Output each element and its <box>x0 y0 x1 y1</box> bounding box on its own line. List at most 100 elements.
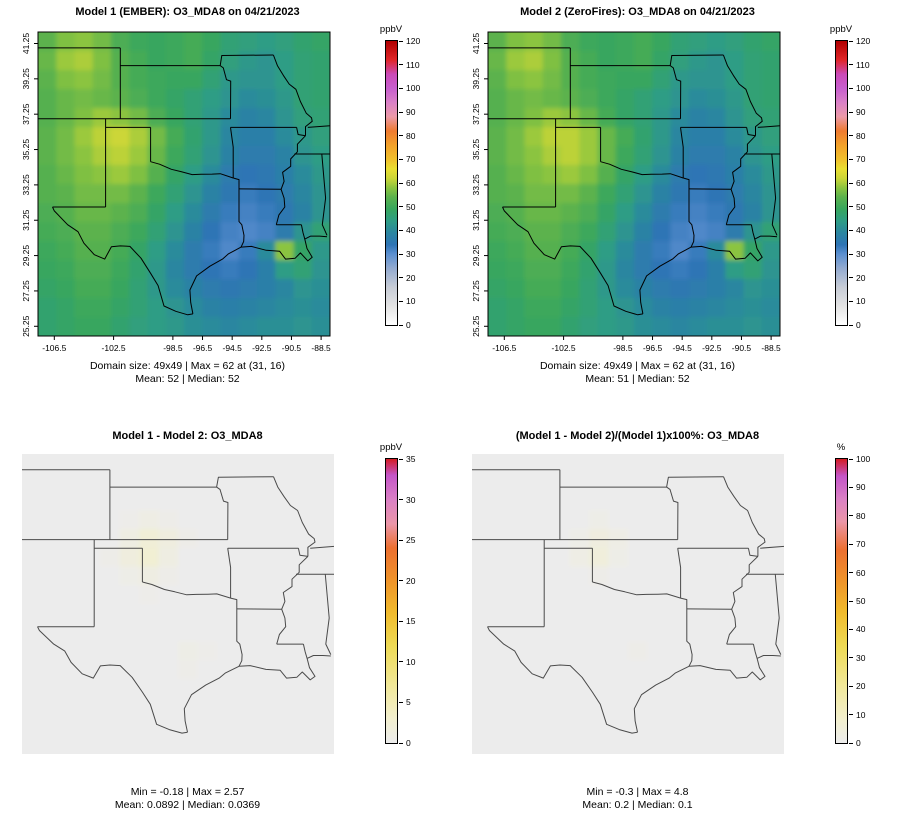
panel-model1: Model 1 (EMBER): O3_MDA8 on 04/21/2023 -… <box>0 0 450 420</box>
colorbar-tick <box>849 158 853 160</box>
colorbar-tick <box>849 628 853 630</box>
x-tick-label: -96.5 <box>643 343 663 353</box>
y-tick-label: 29.25 <box>471 245 481 267</box>
colorbar-tick <box>399 40 403 42</box>
colorbar-tick <box>399 701 403 703</box>
colorbar-tick-label: 50 <box>856 201 866 212</box>
colorbar-tick-label: 90 <box>406 107 416 117</box>
colorbar-tick <box>399 742 403 744</box>
colorbar-tick <box>849 685 853 687</box>
heatmap-difference <box>22 454 334 754</box>
colorbar-tick-label: 40 <box>856 624 866 635</box>
panel-title: (Model 1 - Model 2)/(Model 1)x100%: O3_M… <box>515 430 760 442</box>
colorbar-tick <box>399 182 403 184</box>
state-boundaries <box>472 469 784 734</box>
stats-line-2: Mean: 51 | Median: 52 <box>585 373 690 385</box>
colorbar-tick <box>399 87 403 89</box>
colorbar-tick <box>849 543 853 545</box>
colorbar-tick <box>399 580 403 582</box>
y-tick-label: 37.25 <box>471 103 481 125</box>
panel-title: Model 2 (ZeroFires): O3_MDA8 on 04/21/20… <box>520 6 755 18</box>
x-tick-label: -92.5 <box>702 343 722 353</box>
colorbar-tick <box>399 111 403 113</box>
colorbar-tick-label: 40 <box>406 225 416 236</box>
colorbar-unit-label: ppbV <box>379 24 403 35</box>
colorbar-tick <box>399 539 403 541</box>
colorbar-tick <box>849 206 853 208</box>
x-tick-label: -106.5 <box>42 343 66 353</box>
colorbar-tick <box>849 253 853 255</box>
colorbar: 0 10 20 30 40 50 60 70 80 90 100 110 120 <box>385 36 420 330</box>
colorbar-tick-label: 35 <box>406 454 416 464</box>
colorbar-tick-label: 50 <box>856 596 866 606</box>
x-tick-label: -94.5 <box>672 343 692 353</box>
colorbar-tick <box>849 657 853 659</box>
colorbar-tick-label: 60 <box>856 567 866 578</box>
colorbar-tick-label: 30 <box>856 249 866 259</box>
colorbar-tick-label: 40 <box>856 225 866 236</box>
colorbar-gradient <box>385 40 398 326</box>
colorbar-tick <box>399 64 403 66</box>
x-tick-label: -106.5 <box>492 343 516 353</box>
colorbar-tick-label: 80 <box>856 510 866 521</box>
colorbar-tick-label: 120 <box>406 36 421 46</box>
y-tick-label: 39.25 <box>21 68 31 90</box>
colorbar-tick-label: 120 <box>856 36 871 46</box>
colorbar-tick <box>849 135 853 137</box>
heatmap-cells <box>488 32 780 336</box>
colorbar-tick-label: 20 <box>406 575 416 586</box>
colorbar: 0 10 20 30 40 50 60 70 80 90 100 <box>835 454 870 748</box>
colorbar-tick-label: 0 <box>856 320 861 330</box>
y-tick-label: 25.25 <box>471 315 481 337</box>
colorbar-tick-label: 20 <box>856 681 866 692</box>
stats-block: Min = -0.18 | Max = 2.57 Mean: 0.0892 | … <box>0 786 375 812</box>
colorbar-tick-label: 100 <box>856 83 871 94</box>
colorbar-tick-label: 90 <box>856 482 866 493</box>
colorbar: 0 10 20 30 40 50 60 70 80 90 100 110 120 <box>835 36 870 330</box>
colorbar-gradient <box>835 40 848 326</box>
panel-difference: Model 1 - Model 2: O3_MDA8 ppbV 0 5 10 15 20… <box>0 420 450 840</box>
x-tick-label: -98.5 <box>613 343 633 353</box>
stats-block: Min = -0.3 | Max = 4.8 Mean: 0.2 | Media… <box>450 786 825 812</box>
state-boundaries <box>38 47 330 316</box>
colorbar-tick-label: 90 <box>856 107 866 117</box>
colorbar: 0 5 10 15 20 25 30 35 <box>385 454 415 748</box>
colorbar-tick <box>849 458 853 460</box>
colorbar-tick-label: 100 <box>406 83 421 94</box>
heatmap-cells <box>22 454 334 754</box>
y-tick-label: 31.25 <box>21 209 31 231</box>
map-frame <box>37 31 331 337</box>
colorbar-tick <box>849 111 853 113</box>
colorbar-tick-label: 70 <box>856 539 866 550</box>
colorbar-tick <box>399 229 403 231</box>
colorbar-tick-label: 10 <box>406 656 416 667</box>
colorbar-tick <box>849 742 853 744</box>
colorbar-tick-label: 20 <box>856 272 866 283</box>
x-tick-label: -102.5 <box>552 343 576 353</box>
colorbar-tick-label: 10 <box>406 296 416 307</box>
x-tick-label: -102.5 <box>102 343 126 353</box>
axes: -106.5 -102.5 -98.5 -96.5 -94.5 -92.5 -90.5 -88… <box>21 33 331 353</box>
stats-line-1: Min = -0.18 | Max = 2.57 <box>130 786 245 798</box>
colorbar-tick-label: 60 <box>406 178 416 188</box>
stats-block: Domain size: 49x49 | Max = 62 at (31, 16… <box>450 360 825 386</box>
colorbar-tick <box>849 182 853 184</box>
colorbar-tick-label: 70 <box>856 154 866 165</box>
colorbar-tick <box>399 158 403 160</box>
colorbar-tick-label: 30 <box>406 494 416 505</box>
y-tick-label: 27.25 <box>471 280 481 302</box>
y-tick-label: 33.25 <box>471 174 481 196</box>
colorbar-tick-label: 0 <box>406 320 411 330</box>
y-tick-label: 41.25 <box>21 33 31 55</box>
colorbar-tick <box>849 64 853 66</box>
map-frame <box>487 31 781 337</box>
x-tick-label: -88.5 <box>311 343 331 353</box>
colorbar-gradient <box>385 458 398 744</box>
colorbar-tick <box>399 253 403 255</box>
colorbar-tick-label: 60 <box>856 178 866 188</box>
colorbar-tick <box>399 458 403 460</box>
colorbar-tick-label: 80 <box>856 130 866 141</box>
stats-line-1: Domain size: 49x49 | Max = 62 at (31, 16… <box>539 360 736 372</box>
stats-line-2: Mean: 52 | Median: 52 <box>135 373 240 385</box>
